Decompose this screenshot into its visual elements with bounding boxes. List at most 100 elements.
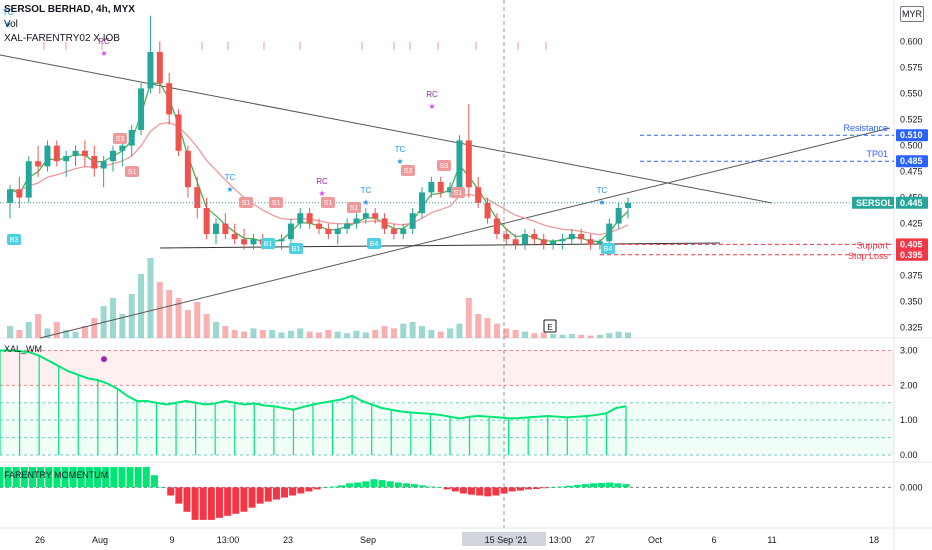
signal-tag-box (125, 166, 139, 177)
momentum-bar (191, 487, 199, 520)
momentum-bar (61, 467, 69, 488)
candle-body (53, 145, 60, 162)
signal-tag-box (437, 160, 451, 171)
candle-body (353, 218, 360, 224)
momentum-bar (589, 483, 597, 488)
momentum-bar (167, 487, 175, 496)
volume-bar (72, 331, 79, 338)
volume-bar (287, 330, 294, 338)
volume-bar (437, 331, 444, 338)
volume-bar (213, 322, 219, 338)
time-tick-label: Aug (92, 535, 108, 545)
momentum-bar (175, 487, 183, 504)
currency-badge[interactable]: MYR (900, 6, 924, 22)
volume-bar (241, 331, 248, 338)
candle-body (400, 228, 407, 234)
star-marker: ★ (318, 189, 325, 198)
candle-body (156, 52, 163, 84)
candle-body (81, 150, 88, 156)
candle-body (138, 88, 145, 130)
volume-bar (400, 323, 407, 338)
momentum-bar (12, 467, 20, 488)
candle-body (465, 140, 472, 188)
candle-body (372, 213, 379, 219)
star-marker: ★ (598, 198, 605, 207)
signal-marker: RC (316, 177, 328, 186)
volume-bar (419, 326, 425, 338)
momentum-bar (142, 467, 150, 488)
signal-marker: TC (597, 186, 608, 195)
momentum-bar (77, 467, 85, 488)
price-label-badge (896, 129, 928, 142)
symbol-tag-text: SERSOL (856, 198, 894, 208)
candle-body (596, 241, 603, 245)
momentum-bar (565, 485, 573, 488)
price-tick-label: 0.425 (900, 219, 923, 229)
momentum-bar (394, 482, 402, 488)
momentum-bar (362, 481, 370, 488)
momentum-bar (159, 487, 167, 488)
candle-body (381, 218, 388, 229)
candle-body (325, 228, 332, 234)
volume-bar (53, 322, 60, 338)
candle-body (297, 213, 304, 224)
time-tick-label: 15 Sep '21 (485, 535, 528, 545)
candle-body (110, 150, 116, 162)
time-tick-label: 18 (869, 535, 879, 545)
wm-panel-title[interactable]: XAL_WM (4, 344, 43, 354)
price-tick-label: 0.525 (900, 115, 923, 125)
momentum-bar (419, 485, 427, 488)
wm-tick-label: 1.00 (900, 415, 918, 425)
momentum-bar (69, 467, 77, 488)
signal-tag-box (7, 234, 21, 245)
momentum-bar (216, 487, 224, 518)
star-marker: ★ (396, 157, 403, 166)
star-marker: ★ (362, 198, 369, 207)
signal-tag-text: B3 (10, 237, 19, 244)
volume-bar (7, 326, 13, 338)
momentum-bar (500, 487, 508, 494)
volume-bar (568, 334, 575, 338)
signal-tag-text: S1 (324, 200, 333, 207)
time-tick-label: 13:00 (549, 535, 572, 545)
momentum-bar (256, 487, 264, 504)
candle-body (437, 182, 444, 193)
volume-bar (456, 323, 463, 338)
price-tick-label: 0.575 (900, 63, 923, 73)
volume-bar (81, 326, 88, 338)
candle-body (550, 241, 557, 245)
signal-tag-box (289, 243, 303, 254)
wm-tick-label: 0.00 (900, 450, 918, 460)
candle-body (428, 182, 435, 193)
candle-body (287, 223, 294, 240)
wm-oversold-zone (0, 402, 894, 456)
candle-body (72, 150, 79, 156)
signal-tag-box (401, 165, 415, 176)
candle-body (625, 202, 631, 208)
volume-label[interactable]: Vol (4, 19, 18, 30)
signal-tag-box (367, 238, 381, 249)
momentum-panel-title[interactable]: FARENTRY MOMENTUM (4, 470, 109, 480)
indicator-label[interactable]: XAL-FARENTRY02 X IOB (4, 33, 120, 44)
candle-body (484, 202, 491, 219)
symbol-title[interactable]: SERSOL BERHAD, 4h, MYX (4, 4, 135, 15)
price-label-badge (896, 155, 928, 168)
momentum-bar (402, 483, 410, 488)
time-tick-label: Oct (648, 535, 663, 545)
signal-tag-text: S3 (116, 136, 125, 143)
signal-tag-box (261, 238, 275, 249)
time-tick-label: 26 (35, 535, 45, 545)
earnings-box (543, 319, 557, 333)
candle-body (194, 187, 201, 208)
level-note: TP01 (866, 149, 888, 159)
signal-tag-box (113, 133, 127, 144)
symbol-tag-badge (852, 196, 894, 209)
volume-bar (475, 314, 482, 338)
momentum-bar (29, 467, 37, 488)
volume-bar (63, 330, 70, 338)
time-tick-label: Sep (360, 535, 376, 545)
momentum-bar (224, 487, 232, 516)
momentum-bar (581, 484, 589, 488)
candle-body (166, 83, 173, 115)
